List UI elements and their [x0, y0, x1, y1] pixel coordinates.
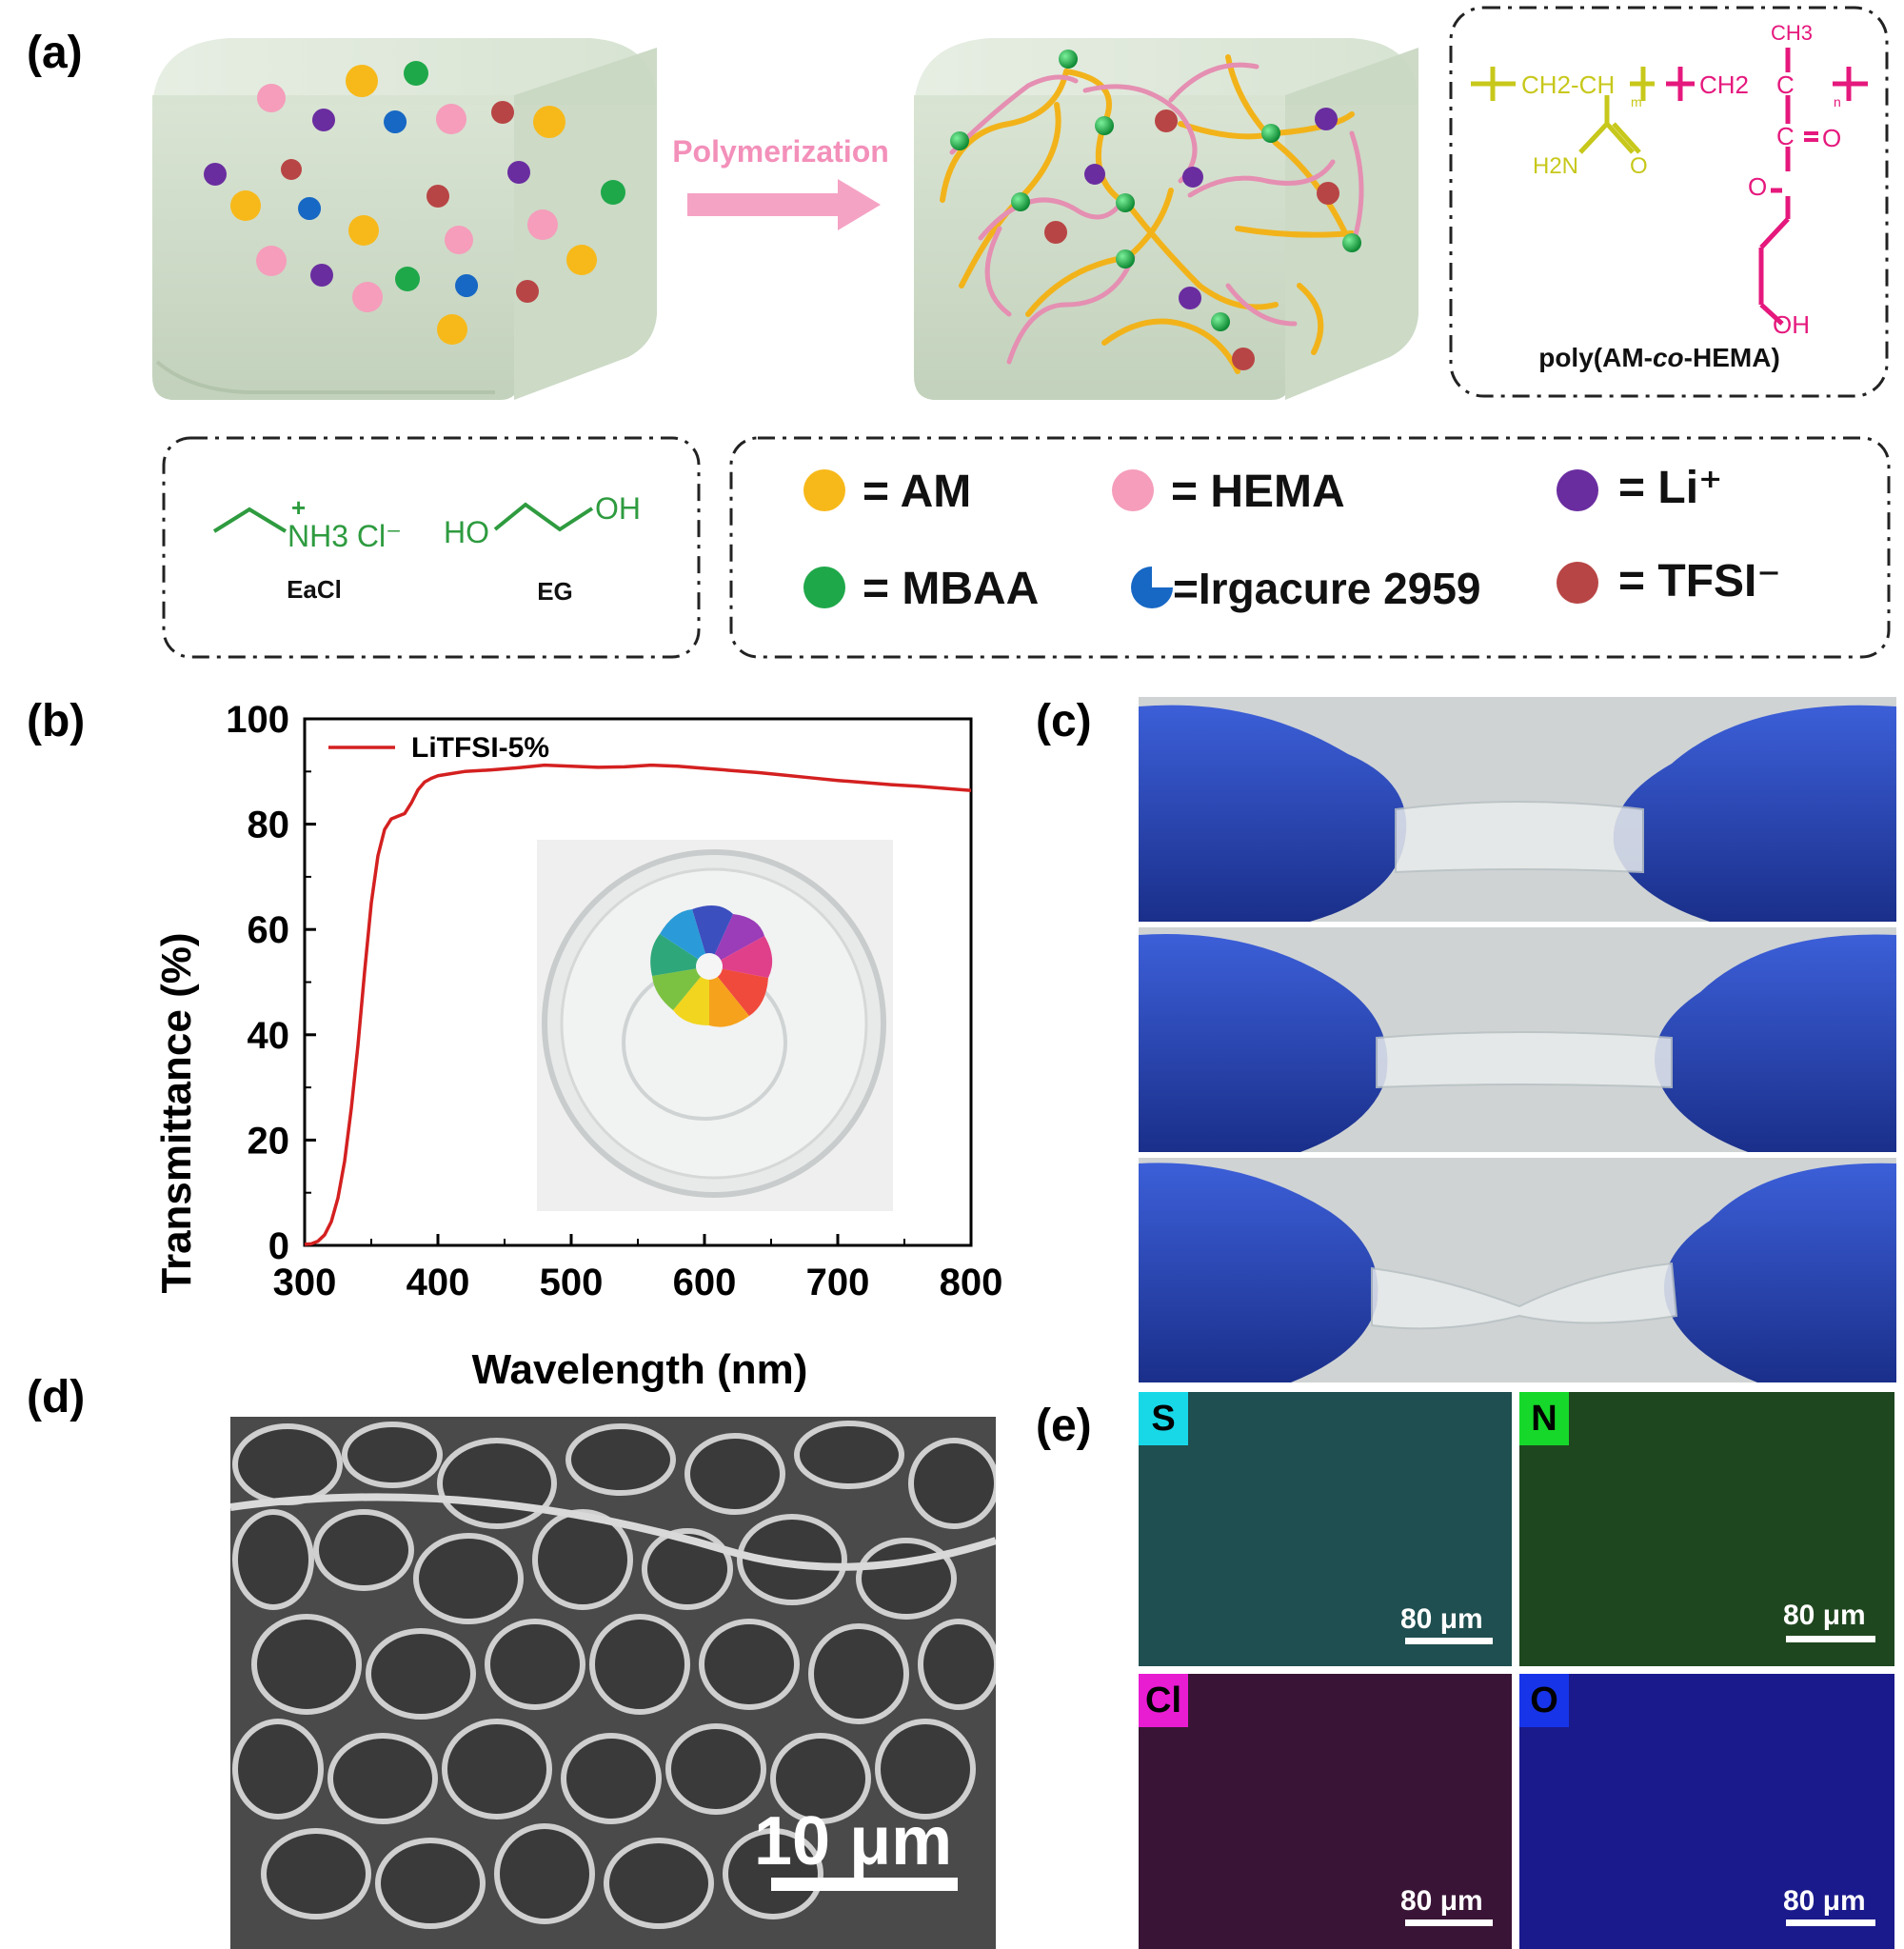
edx-element-s: S [1139, 1392, 1188, 1445]
panel-label-b: (b) [27, 696, 86, 746]
eacl-plus: + [291, 493, 306, 522]
edx-scalebar-cl-line [1405, 1919, 1493, 1926]
y-tick-label-100: 100 [226, 699, 289, 741]
eg-name: EG [537, 577, 573, 606]
am-ch2-ch: CH2-CH [1521, 70, 1615, 99]
edx-scalebar-o-label: 80 μm [1783, 1885, 1866, 1917]
sem-pore-network [230, 1417, 996, 1949]
eacl-formula: NH3 Cl⁻ [288, 519, 402, 553]
monomer-solution-cube [152, 38, 657, 400]
legend-box: = AM = HEMA = Li⁺ = MBAA =Irgacure 2959 … [729, 436, 1891, 659]
eg-oh: OH [595, 491, 641, 526]
panel-label-e: (e) [1036, 1401, 1092, 1451]
x-tick-label-600: 600 [673, 1262, 737, 1303]
chart-xlabel: Wavelength (nm) [472, 1346, 808, 1393]
chart-plot-area: 300 400 500 600 700 800 0 20 40 60 80 100 LiTFSI-5% [226, 699, 1002, 1303]
edx-element-cl: Cl [1139, 1674, 1188, 1727]
legend-irgacure-label: =Irgacure 2959 [1173, 564, 1481, 613]
y-tick-label-20: 20 [248, 1120, 290, 1162]
stretch-photo-3 [1139, 1158, 1896, 1382]
hema-oh: OH [1773, 310, 1810, 339]
eg-ho: HO [444, 515, 489, 549]
edx-element-o: O [1519, 1674, 1569, 1727]
edx-map-s: S 80 μm [1139, 1392, 1512, 1666]
hema-ether-o: O [1748, 172, 1767, 201]
edx-scalebar-cl-label: 80 μm [1400, 1885, 1483, 1917]
hema-subscript-n: n [1834, 94, 1841, 109]
stretch-photo-1 [1139, 697, 1896, 922]
scheme-graphic: Polymerization [152, 6, 1891, 659]
series-line-0 [304, 763, 972, 1246]
edx-scalebar-o-line [1786, 1919, 1875, 1926]
edx-scalebar-n-label: 80 μm [1783, 1600, 1866, 1631]
petri-dish-inset [537, 840, 893, 1211]
legend-mbaa-label: = MBAA [863, 564, 1039, 614]
chart-ylabel: Transmittance (%) [153, 933, 200, 1294]
edx-scalebar-s-line [1405, 1638, 1493, 1644]
y-tick-label-40: 40 [248, 1015, 290, 1057]
edx-map-n: N 80 μm [1519, 1392, 1894, 1666]
panel-label-a: (a) [27, 28, 83, 78]
legend-am-swatch [803, 469, 845, 511]
hema-c: C [1776, 70, 1795, 99]
sem-scalebar-label: 10 μm [754, 1803, 953, 1879]
copolymer-name: poly(AM-co-HEMA) [1538, 343, 1780, 372]
legend-li-label: = Li⁺ [1618, 463, 1722, 513]
x-tick-label-700: 700 [806, 1262, 870, 1303]
panel-label-c: (c) [1036, 696, 1092, 746]
legend-tfsi-swatch [1557, 562, 1598, 604]
y-tick-label-80: 80 [248, 805, 290, 846]
hema-ch3: CH3 [1771, 21, 1813, 45]
edx-scalebar-n-line [1786, 1636, 1875, 1642]
panel-label-d: (d) [27, 1372, 86, 1422]
y-tick-label-60: 60 [248, 909, 290, 951]
polymerization-arrow: Polymerization [672, 134, 889, 230]
small-molecules-box: + NH3 Cl⁻ EaCl HO OH EG [162, 436, 701, 659]
edx-map-o: O 80 μm [1519, 1674, 1894, 1949]
edx-scalebar-s-label: 80 μm [1400, 1603, 1483, 1635]
x-tick-label-500: 500 [540, 1262, 604, 1303]
am-subscript-m: m [1631, 94, 1642, 109]
legend-am-label: = AM [863, 467, 971, 517]
stretch-photo-2 [1139, 927, 1896, 1152]
hydrogel-network-cube [914, 38, 1418, 400]
polymerization-label: Polymerization [672, 134, 889, 169]
sem-image: 10 μm [230, 1417, 996, 1949]
x-tick-label-800: 800 [940, 1262, 1003, 1303]
hema-ester-c: C [1776, 122, 1795, 150]
legend-li-swatch [1557, 469, 1598, 511]
x-tick-label-300: 300 [273, 1262, 337, 1303]
transmittance-chart: 300 400 500 600 700 800020406080100LiTFSI-5% … [153, 699, 1002, 1393]
x-tick-label-400: 400 [407, 1262, 470, 1303]
am-h2n: H2N [1533, 153, 1578, 179]
legend-irgacure-swatch [1131, 567, 1173, 608]
edx-element-n: N [1519, 1392, 1569, 1445]
legend-tfsi-label: = TFSI⁻ [1618, 556, 1781, 607]
eacl-name: EaCl [287, 575, 342, 604]
legend-hema-label: = HEMA [1171, 467, 1345, 517]
hema-ch2: CH2 [1699, 70, 1749, 99]
sem-scalebar-line [771, 1878, 958, 1891]
legend-mbaa-swatch [803, 567, 845, 608]
legend-hema-swatch [1112, 469, 1154, 511]
legend-label-0: LiTFSI-5% [411, 732, 549, 764]
am-o: O [1630, 153, 1648, 179]
hema-carbonyl-o: O [1822, 124, 1841, 152]
copolymer-structure-box: CH2-CH m H2N O CH3 CH2 C n C O O OH poly… [1449, 6, 1889, 398]
edx-map-cl: Cl 80 μm [1139, 1674, 1512, 1949]
y-tick-label-0: 0 [268, 1225, 289, 1267]
stretching-photos [1139, 697, 1896, 1382]
color-wheel-icon [650, 905, 773, 1027]
